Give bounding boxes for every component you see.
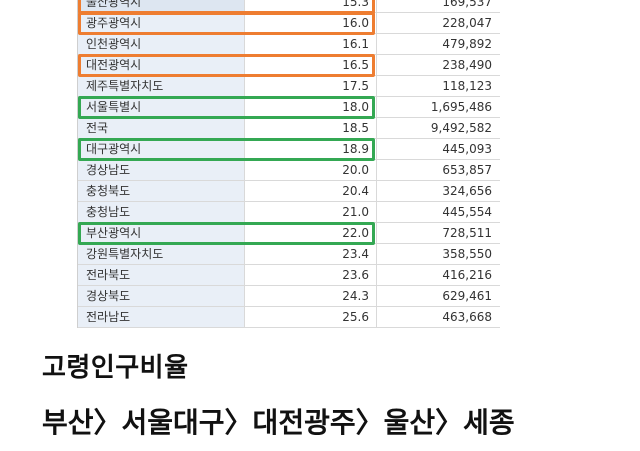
table-row: 경상남도 20.0 653,857 [77,160,500,181]
table-row: 전라북도 23.6 416,216 [77,265,500,286]
region-cell: 광주광역시 [77,13,245,33]
population-cell: 238,490 [442,58,492,72]
rate-cell: 18.9 [245,139,377,159]
rate-cell: 15.3 [245,0,377,12]
region-cell: 서울특별시 [77,97,245,117]
region-cell: 충청북도 [77,181,245,201]
population-cell: 445,093 [442,142,492,156]
rate-cell: 24.3 [245,286,377,306]
region-cell: 강원특별자치도 [77,244,245,264]
region-cell: 경상북도 [77,286,245,306]
population-cell: 728,511 [442,226,492,240]
region-cell: 대전광역시 [77,55,245,75]
population-cell: 416,216 [442,268,492,282]
table-row: 경상북도 24.3 629,461 [77,286,500,307]
rate-cell: 20.4 [245,181,377,201]
rate-cell: 17.5 [245,76,377,96]
table-row: 충청남도 21.0 445,554 [77,202,500,223]
orange-highlight-box [78,54,375,77]
population-cell: 9,492,582 [430,121,492,135]
rate-cell: 18.0 [245,97,377,117]
rate-cell: 21.0 [245,202,377,222]
population-cell: 479,892 [442,37,492,51]
population-cell: 445,554 [442,205,492,219]
region-cell: 경상남도 [77,160,245,180]
population-table: 울산광역시 15.3 169,537 광주광역시 16.0 228,047 인천광역시 16.… [77,0,500,328]
green-highlight-box [78,138,375,161]
region-cell: 전라북도 [77,265,245,285]
region-cell: 인천광역시 [77,34,245,54]
population-cell: 169,537 [442,0,492,9]
rate-cell: 25.6 [245,307,377,327]
table-row: 충청북도 20.4 324,656 [77,181,500,202]
caption-title: 고령인구비율 [42,353,189,383]
population-cell: 118,123 [442,79,492,93]
table-row: 전국 18.5 9,492,582 [77,118,500,139]
orange-highlight-box [78,12,375,35]
population-cell: 463,668 [442,310,492,324]
table-row: 전라남도 25.6 463,668 [77,307,500,328]
region-cell: 전라남도 [77,307,245,327]
rate-cell: 16.0 [245,13,377,33]
rate-cell: 23.6 [245,265,377,285]
region-cell: 제주특별자치도 [77,76,245,96]
rate-cell: 20.0 [245,160,377,180]
rate-cell: 18.5 [245,118,377,138]
population-cell: 324,656 [442,184,492,198]
table-row: 인천광역시 16.1 479,892 [77,34,500,55]
caption-ranking: 부산〉서울대구〉대전광주〉울산〉세종 [42,406,515,439]
region-cell: 울산광역시 [77,0,245,12]
population-cell: 1,695,486 [430,100,492,114]
table-row: 강원특별자치도 23.4 358,550 [77,244,500,265]
population-cell: 629,461 [442,289,492,303]
table-row: 제주특별자치도 17.5 118,123 [77,76,500,97]
table-left-border [77,0,78,328]
region-cell: 전국 [77,118,245,138]
population-cell: 358,550 [442,247,492,261]
rate-cell: 16.5 [245,55,377,75]
region-cell: 대구광역시 [77,139,245,159]
region-cell: 부산광역시 [77,223,245,243]
rate-cell: 16.1 [245,34,377,54]
region-cell: 충청남도 [77,202,245,222]
rate-cell: 23.4 [245,244,377,264]
population-cell: 653,857 [442,163,492,177]
population-cell: 228,047 [442,16,492,30]
table-row: 대전광역시 16.5 238,490 [77,55,500,76]
green-highlight-box [78,222,375,245]
green-highlight-box [78,96,375,119]
table-row: 서울특별시 18.0 1,695,486 [77,97,500,118]
rate-cell: 22.0 [245,223,377,243]
